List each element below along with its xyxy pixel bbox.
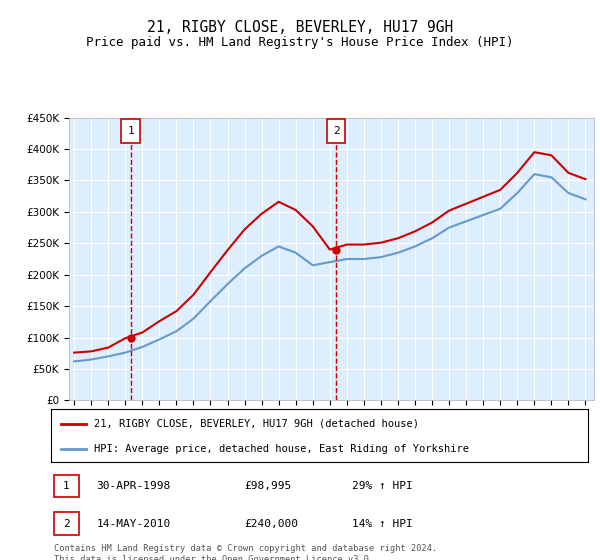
Text: 21, RIGBY CLOSE, BEVERLEY, HU17 9GH (detached house): 21, RIGBY CLOSE, BEVERLEY, HU17 9GH (det… <box>94 419 419 429</box>
FancyBboxPatch shape <box>327 119 346 143</box>
Text: Price paid vs. HM Land Registry's House Price Index (HPI): Price paid vs. HM Land Registry's House … <box>86 36 514 49</box>
Text: 2: 2 <box>63 519 70 529</box>
Text: 1: 1 <box>127 126 134 136</box>
FancyBboxPatch shape <box>121 119 140 143</box>
Text: 1: 1 <box>63 481 70 491</box>
Text: 14% ↑ HPI: 14% ↑ HPI <box>352 519 412 529</box>
Text: £240,000: £240,000 <box>244 519 298 529</box>
Text: HPI: Average price, detached house, East Riding of Yorkshire: HPI: Average price, detached house, East… <box>94 444 469 454</box>
Text: 30-APR-1998: 30-APR-1998 <box>97 481 171 491</box>
Text: 21, RIGBY CLOSE, BEVERLEY, HU17 9GH: 21, RIGBY CLOSE, BEVERLEY, HU17 9GH <box>147 20 453 35</box>
Text: 2: 2 <box>333 126 340 136</box>
Text: Contains HM Land Registry data © Crown copyright and database right 2024.
This d: Contains HM Land Registry data © Crown c… <box>54 544 437 560</box>
Text: 14-MAY-2010: 14-MAY-2010 <box>97 519 171 529</box>
Text: 29% ↑ HPI: 29% ↑ HPI <box>352 481 412 491</box>
FancyBboxPatch shape <box>53 475 79 497</box>
FancyBboxPatch shape <box>53 512 79 535</box>
Text: £98,995: £98,995 <box>244 481 292 491</box>
